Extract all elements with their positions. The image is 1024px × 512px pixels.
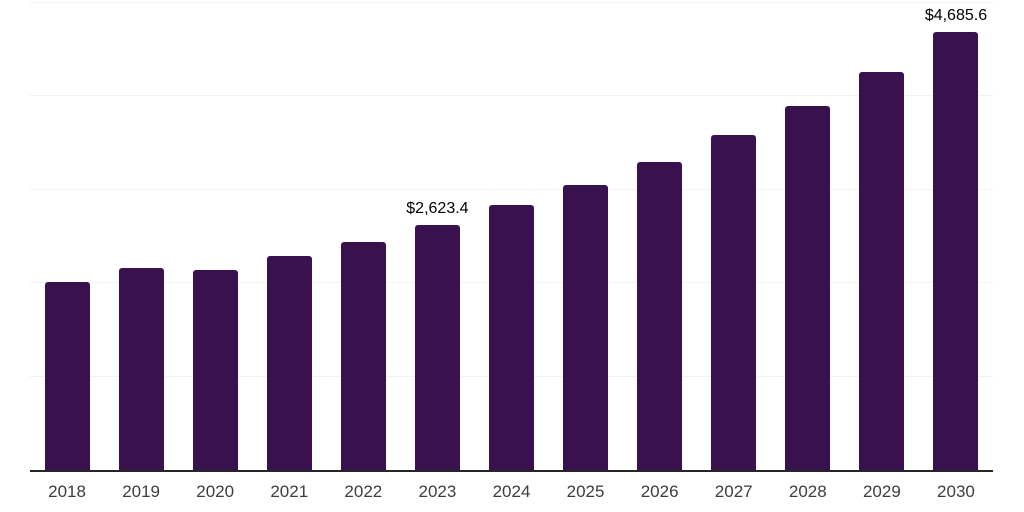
x-tick-2021: 2021 bbox=[270, 482, 309, 501]
gridline-4000 bbox=[30, 95, 993, 97]
x-tick-2019: 2019 bbox=[122, 482, 161, 501]
bar-2020[interactable] bbox=[192, 269, 238, 470]
x-tick-2018: 2018 bbox=[48, 482, 86, 501]
bar-2029[interactable] bbox=[859, 71, 905, 470]
bar-2022[interactable] bbox=[340, 242, 386, 470]
bar-2019[interactable] bbox=[118, 267, 164, 470]
bar-2028[interactable] bbox=[785, 105, 831, 470]
gridline-5000 bbox=[30, 2, 993, 3]
bar-2024[interactable] bbox=[489, 205, 534, 470]
x-tick-2029: 2029 bbox=[862, 482, 901, 501]
x-tick-2027: 2027 bbox=[714, 482, 753, 501]
bars: $2,623.4 $4,685.6 bbox=[30, 3, 993, 470]
bar-2027[interactable] bbox=[711, 134, 757, 470]
x-tick-2022: 2022 bbox=[344, 482, 383, 501]
gridline-3000 bbox=[30, 188, 993, 190]
bar-2021[interactable] bbox=[266, 256, 312, 470]
x-tick-2023: 2023 bbox=[418, 482, 457, 501]
x-tick-2020: 2020 bbox=[196, 482, 235, 501]
x-tick-2030: 2030 bbox=[937, 482, 975, 501]
x-tick-2024: 2024 bbox=[492, 482, 531, 501]
bar-2030[interactable] bbox=[933, 32, 979, 470]
data-label-2030: $4,685.6 bbox=[924, 7, 988, 25]
x-tick-2025: 2025 bbox=[566, 482, 605, 501]
plot-area: $2,623.4 $4,685.6 bbox=[30, 2, 993, 472]
x-axis-labels: 2018 2019 2020 2021 2022 2023 2024 2025 2026 2027… bbox=[30, 482, 993, 506]
bar-2025[interactable] bbox=[563, 185, 609, 470]
bar-2018[interactable] bbox=[44, 282, 90, 470]
bar-2026[interactable] bbox=[637, 162, 683, 470]
bar-2023[interactable] bbox=[414, 224, 460, 470]
x-tick-2028: 2028 bbox=[788, 482, 827, 501]
x-tick-2026: 2026 bbox=[640, 482, 679, 501]
data-label-2023: $2,623.4 bbox=[406, 199, 469, 217]
